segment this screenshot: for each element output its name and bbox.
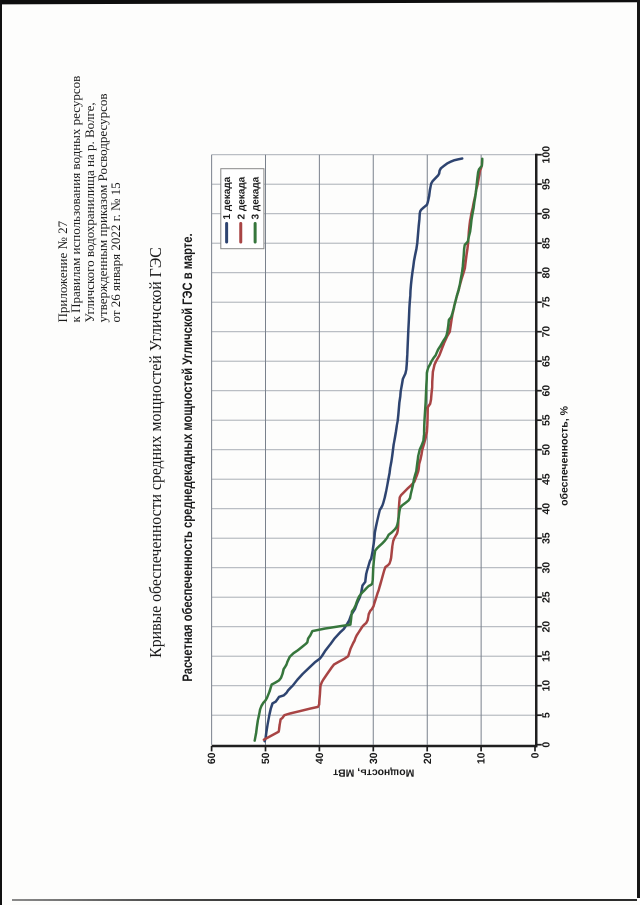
svg-text:75: 75 bbox=[541, 296, 553, 308]
svg-text:5: 5 bbox=[541, 712, 553, 718]
svg-text:60: 60 bbox=[541, 385, 553, 397]
svg-text:2 декада: 2 декада bbox=[236, 176, 247, 219]
svg-text:85: 85 bbox=[541, 237, 553, 249]
svg-text:80: 80 bbox=[541, 267, 553, 279]
svg-text:95: 95 bbox=[541, 178, 553, 190]
svg-text:50: 50 bbox=[541, 444, 553, 456]
svg-text:1 декада: 1 декада bbox=[222, 176, 233, 219]
svg-text:30: 30 bbox=[541, 562, 553, 574]
svg-text:30: 30 bbox=[368, 752, 380, 764]
svg-text:40: 40 bbox=[314, 752, 326, 764]
svg-text:обеспеченность, %: обеспеченность, % bbox=[559, 405, 571, 506]
svg-text:15: 15 bbox=[541, 650, 553, 662]
svg-text:45: 45 bbox=[541, 473, 553, 485]
svg-text:20: 20 bbox=[422, 752, 434, 764]
svg-text:50: 50 bbox=[260, 752, 272, 764]
svg-text:40: 40 bbox=[541, 503, 553, 515]
svg-text:55: 55 bbox=[541, 414, 553, 426]
svg-text:35: 35 bbox=[541, 532, 553, 544]
svg-text:10: 10 bbox=[541, 680, 553, 692]
svg-text:70: 70 bbox=[541, 326, 553, 338]
svg-text:90: 90 bbox=[541, 208, 553, 220]
svg-text:10: 10 bbox=[476, 752, 488, 764]
svg-text:60: 60 bbox=[206, 752, 218, 764]
svg-text:65: 65 bbox=[541, 355, 553, 367]
svg-text:0: 0 bbox=[530, 752, 542, 758]
svg-text:25: 25 bbox=[541, 591, 553, 603]
svg-text:100: 100 bbox=[541, 146, 553, 164]
svg-text:20: 20 bbox=[541, 621, 553, 633]
svg-text:3 декада: 3 декада bbox=[251, 176, 262, 219]
svg-text:0: 0 bbox=[541, 742, 553, 748]
svg-text:Мощность, МВт: Мощность, МВт bbox=[333, 767, 414, 779]
